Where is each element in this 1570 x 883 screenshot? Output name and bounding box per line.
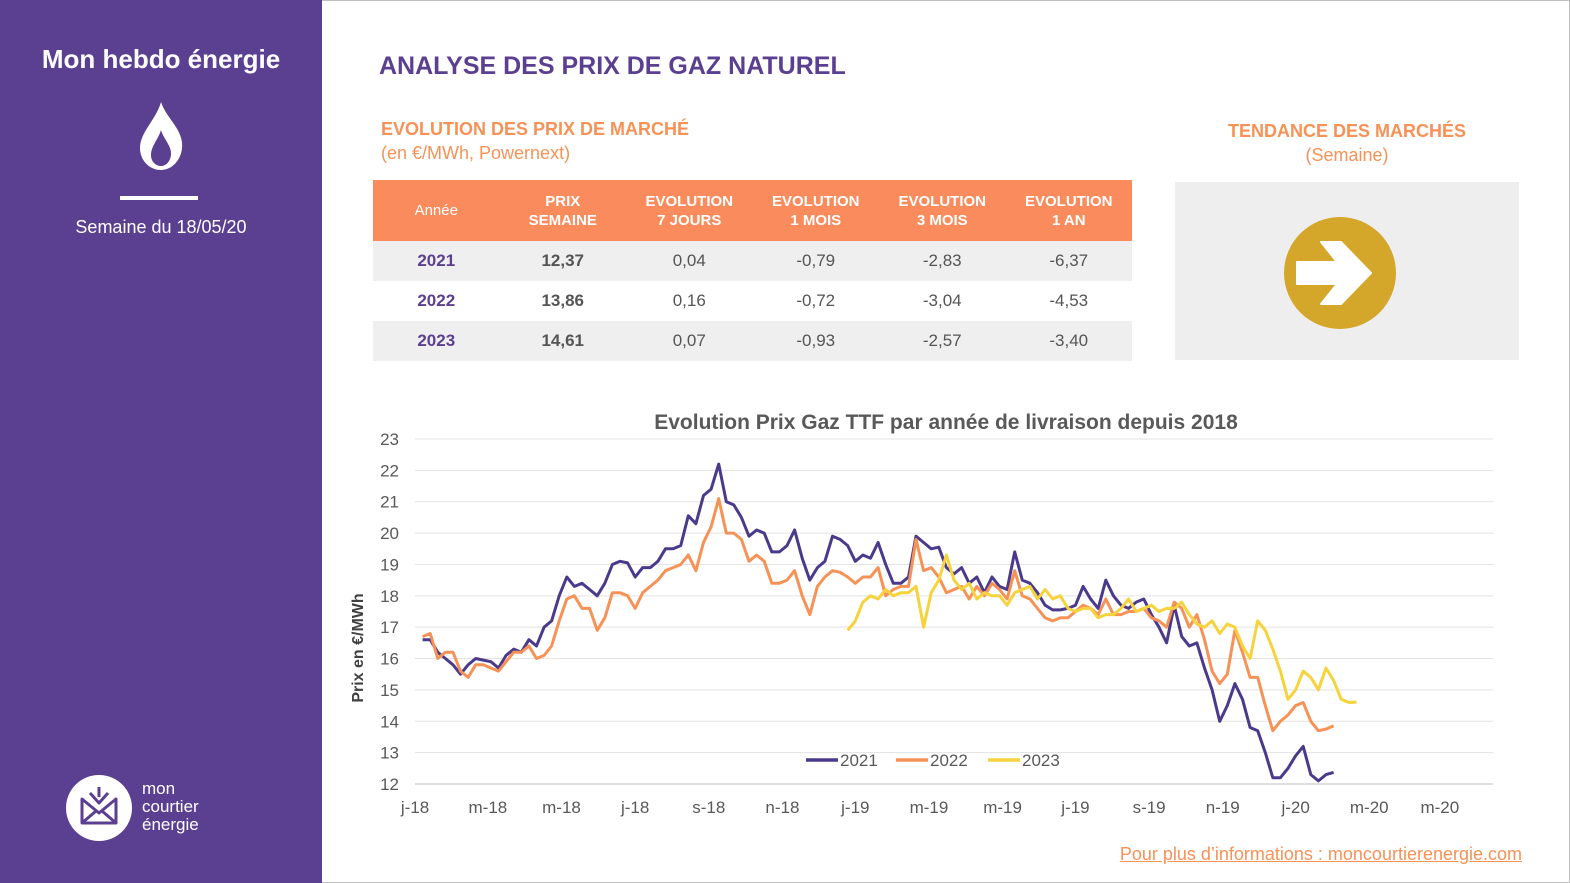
x-tick-label: m-19	[983, 798, 1022, 817]
y-tick-label: 19	[380, 555, 399, 574]
x-tick-label: m-18	[469, 798, 508, 817]
y-tick-label: 21	[380, 493, 399, 512]
x-tick-label: s-18	[692, 798, 725, 817]
price-line-chart: Evolution Prix Gaz TTF par année de livr…	[350, 411, 1493, 817]
cell-1-year: -3,40	[1005, 321, 1132, 361]
series-line-2022	[422, 497, 1335, 733]
y-tick-label: 15	[380, 681, 399, 700]
y-tick-label: 18	[380, 587, 399, 606]
cell-7-days: 0,04	[626, 241, 753, 281]
x-tick-label: m-18	[542, 798, 581, 817]
y-tick-label: 23	[380, 430, 399, 449]
x-tick-label: s-19	[1133, 798, 1166, 817]
cell-1-month: -0,93	[752, 321, 879, 361]
cell-price: 14,61	[499, 321, 626, 361]
logo-line-3: énergie	[142, 815, 199, 834]
envelope-logo-icon	[66, 775, 132, 841]
cell-1-year: -4,53	[1049, 291, 1089, 310]
cell-3-months: -3,04	[922, 291, 962, 310]
right-arrow-circle-icon	[1284, 217, 1396, 329]
x-tick-label: m-20	[1350, 798, 1389, 817]
table-row: 2021 12,37 0,04 -0,79 -2,83 -6,37	[373, 241, 1132, 281]
series-line-2021	[422, 462, 1335, 783]
legend-label-2022: 2022	[930, 751, 968, 770]
column-header-1-month: EVOLUTION 1 MOIS	[752, 180, 879, 241]
legend-label-2021: 2021	[840, 751, 878, 770]
sidebar-divider	[120, 196, 198, 200]
y-tick-label: 17	[380, 618, 399, 637]
column-header-3-months: EVOLUTION 3 MOIS	[879, 180, 1006, 241]
logo-line-2: courtier	[142, 797, 199, 816]
chart-title: Evolution Prix Gaz TTF par année de livr…	[654, 411, 1238, 434]
column-header-price: PRIX SEMAINE	[499, 180, 626, 241]
x-tick-label: m-20	[1420, 798, 1459, 817]
table-row: 2022 13,86 0,16 -0,72 -3,04 -4,53	[373, 281, 1132, 321]
trend-title: TENDANCE DES MARCHÉS	[1227, 121, 1467, 141]
logo-line-1: mon	[142, 779, 176, 798]
cell-3-months: -2,57	[879, 321, 1006, 361]
cell-3-months: -2,83	[879, 241, 1006, 281]
y-tick-label: 12	[380, 775, 399, 794]
chart-grid	[415, 438, 1493, 785]
column-header-7-days: EVOLUTION 7 JOURS	[626, 180, 753, 241]
cell-year: 2021	[373, 241, 500, 281]
cell-7-days: 0,16	[672, 291, 706, 310]
y-tick-label: 13	[380, 744, 399, 763]
cell-1-month: -0,72	[796, 291, 836, 310]
series-line-2023	[846, 553, 1357, 704]
x-tick-label: j-18	[400, 798, 429, 817]
column-header-1-year: EVOLUTION 1 AN	[1005, 180, 1132, 241]
prices-section-title: EVOLUTION DES PRIX DE MARCHÉ	[381, 119, 690, 139]
cell-7-days: 0,07	[626, 321, 753, 361]
x-tick-label: j-19	[1060, 798, 1089, 817]
price-table-header: Année PRIX SEMAINE EVOLUTION 7 JOURS EVOLU…	[373, 180, 1132, 241]
prices-section-subtitle: (en €/MWh, Powernext)	[381, 143, 571, 163]
x-tick-label: m-19	[910, 798, 949, 817]
newsletter-title: Mon hebdo énergie	[41, 44, 281, 74]
cell-1-month: -0,79	[752, 241, 879, 281]
x-tick-labels: j-18 m-18 m-18 j-18 s-18 n-18 j-19 m-19 m-19 j-19…	[400, 798, 1459, 817]
y-axis-label: Prix en €/MWh	[350, 593, 367, 702]
x-tick-label: j-19	[840, 798, 869, 817]
legend-label-2023: 2023	[1022, 751, 1060, 770]
sidebar: Mon hebdo énergie Semaine du 18/05/20 mo…	[0, 0, 322, 883]
more-info-link[interactable]: Pour plus d’informations : moncourtieren…	[1119, 844, 1522, 864]
table-row: 2023 14,61 0,07 -0,93 -2,57 -3,40	[373, 321, 1132, 361]
page-title: ANALYSE DES PRIX DE GAZ NATUREL	[379, 52, 846, 80]
y-tick-label: 20	[380, 524, 399, 543]
chart-legend: 2021 2022 2023	[806, 751, 1060, 770]
y-tick-label: 14	[380, 712, 399, 731]
y-tick-labels: 12 13 14 15 16 17 18 19 20 21 22 23	[380, 430, 399, 794]
cell-year: 2022	[417, 291, 456, 310]
logo-text: mon courtier énergie	[142, 780, 199, 834]
series-lines	[422, 462, 1357, 783]
price-table: Année PRIX SEMAINE EVOLUTION 7 JOURS EVOLU…	[373, 180, 1132, 361]
cell-price: 12,37	[499, 241, 626, 281]
cell-price: 13,86	[541, 291, 585, 310]
x-tick-label: n-19	[1206, 798, 1240, 817]
trend-panel	[1175, 182, 1519, 360]
week-label: Semaine du 18/05/20	[75, 217, 247, 237]
y-tick-label: 16	[380, 650, 399, 669]
cell-1-year: -6,37	[1005, 241, 1132, 281]
x-tick-label: n-18	[765, 798, 799, 817]
flame-icon	[140, 102, 183, 170]
x-tick-label: j-18	[620, 798, 649, 817]
x-tick-label: j-20	[1280, 798, 1309, 817]
cell-year: 2023	[373, 321, 500, 361]
y-tick-label: 22	[380, 461, 399, 480]
column-header-year: Année	[373, 180, 500, 241]
trend-subtitle: (Semaine)	[1305, 145, 1389, 165]
